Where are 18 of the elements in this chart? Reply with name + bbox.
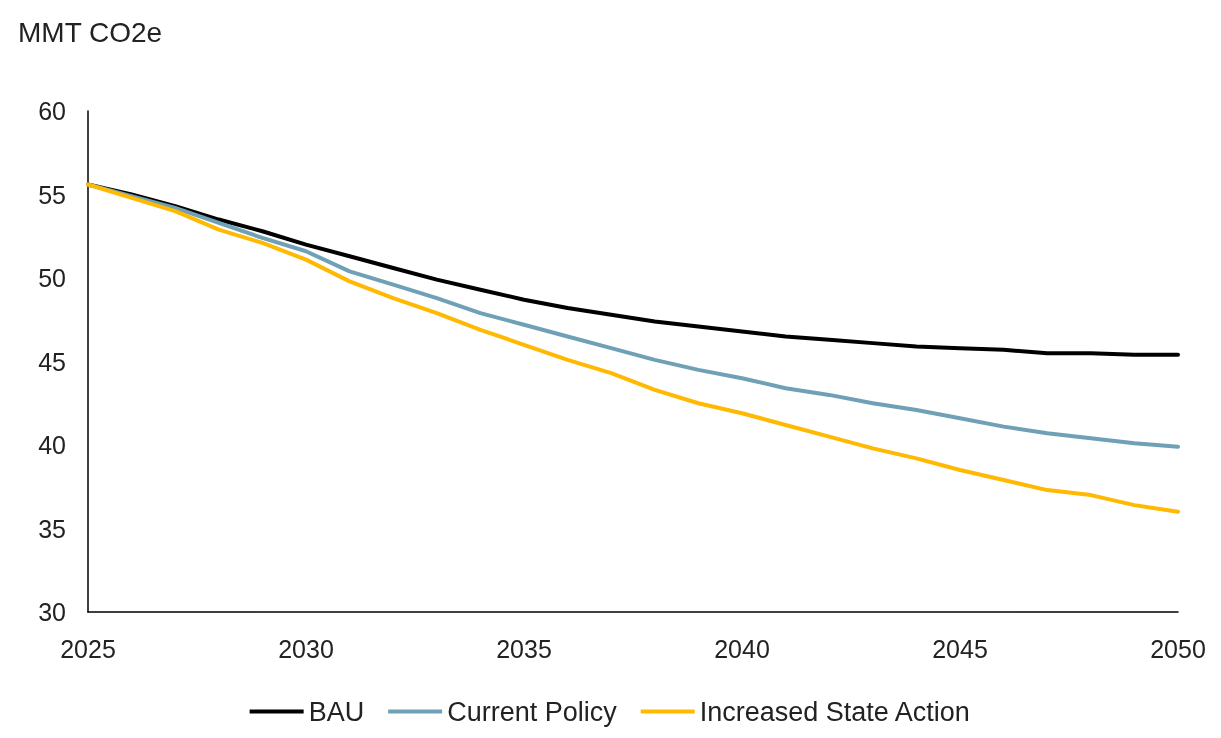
y-tick-label: 35 xyxy=(38,514,66,543)
y-tick-label: 50 xyxy=(38,264,66,292)
x-tick-label: 2035 xyxy=(496,634,552,663)
y-axis-title: MMT CO2e xyxy=(18,16,163,48)
x-tick-label: 2050 xyxy=(1150,634,1206,663)
legend-label: Current Policy xyxy=(447,696,618,727)
y-tick-label: 60 xyxy=(38,97,66,125)
line-series xyxy=(86,182,1180,514)
x-tick-label: 2030 xyxy=(278,634,334,663)
y-tick-label: 45 xyxy=(38,347,66,376)
x-tick-label: 2025 xyxy=(60,634,116,663)
y-tick-label: 30 xyxy=(38,598,66,626)
x-tick-label: 2045 xyxy=(932,634,988,663)
legend-label: Increased State Action xyxy=(699,696,970,727)
legend-label: BAU xyxy=(308,696,365,727)
y-tick-label: 55 xyxy=(38,180,66,209)
x-tick-label: 2040 xyxy=(714,634,770,663)
y-tick-label: 40 xyxy=(38,431,66,459)
